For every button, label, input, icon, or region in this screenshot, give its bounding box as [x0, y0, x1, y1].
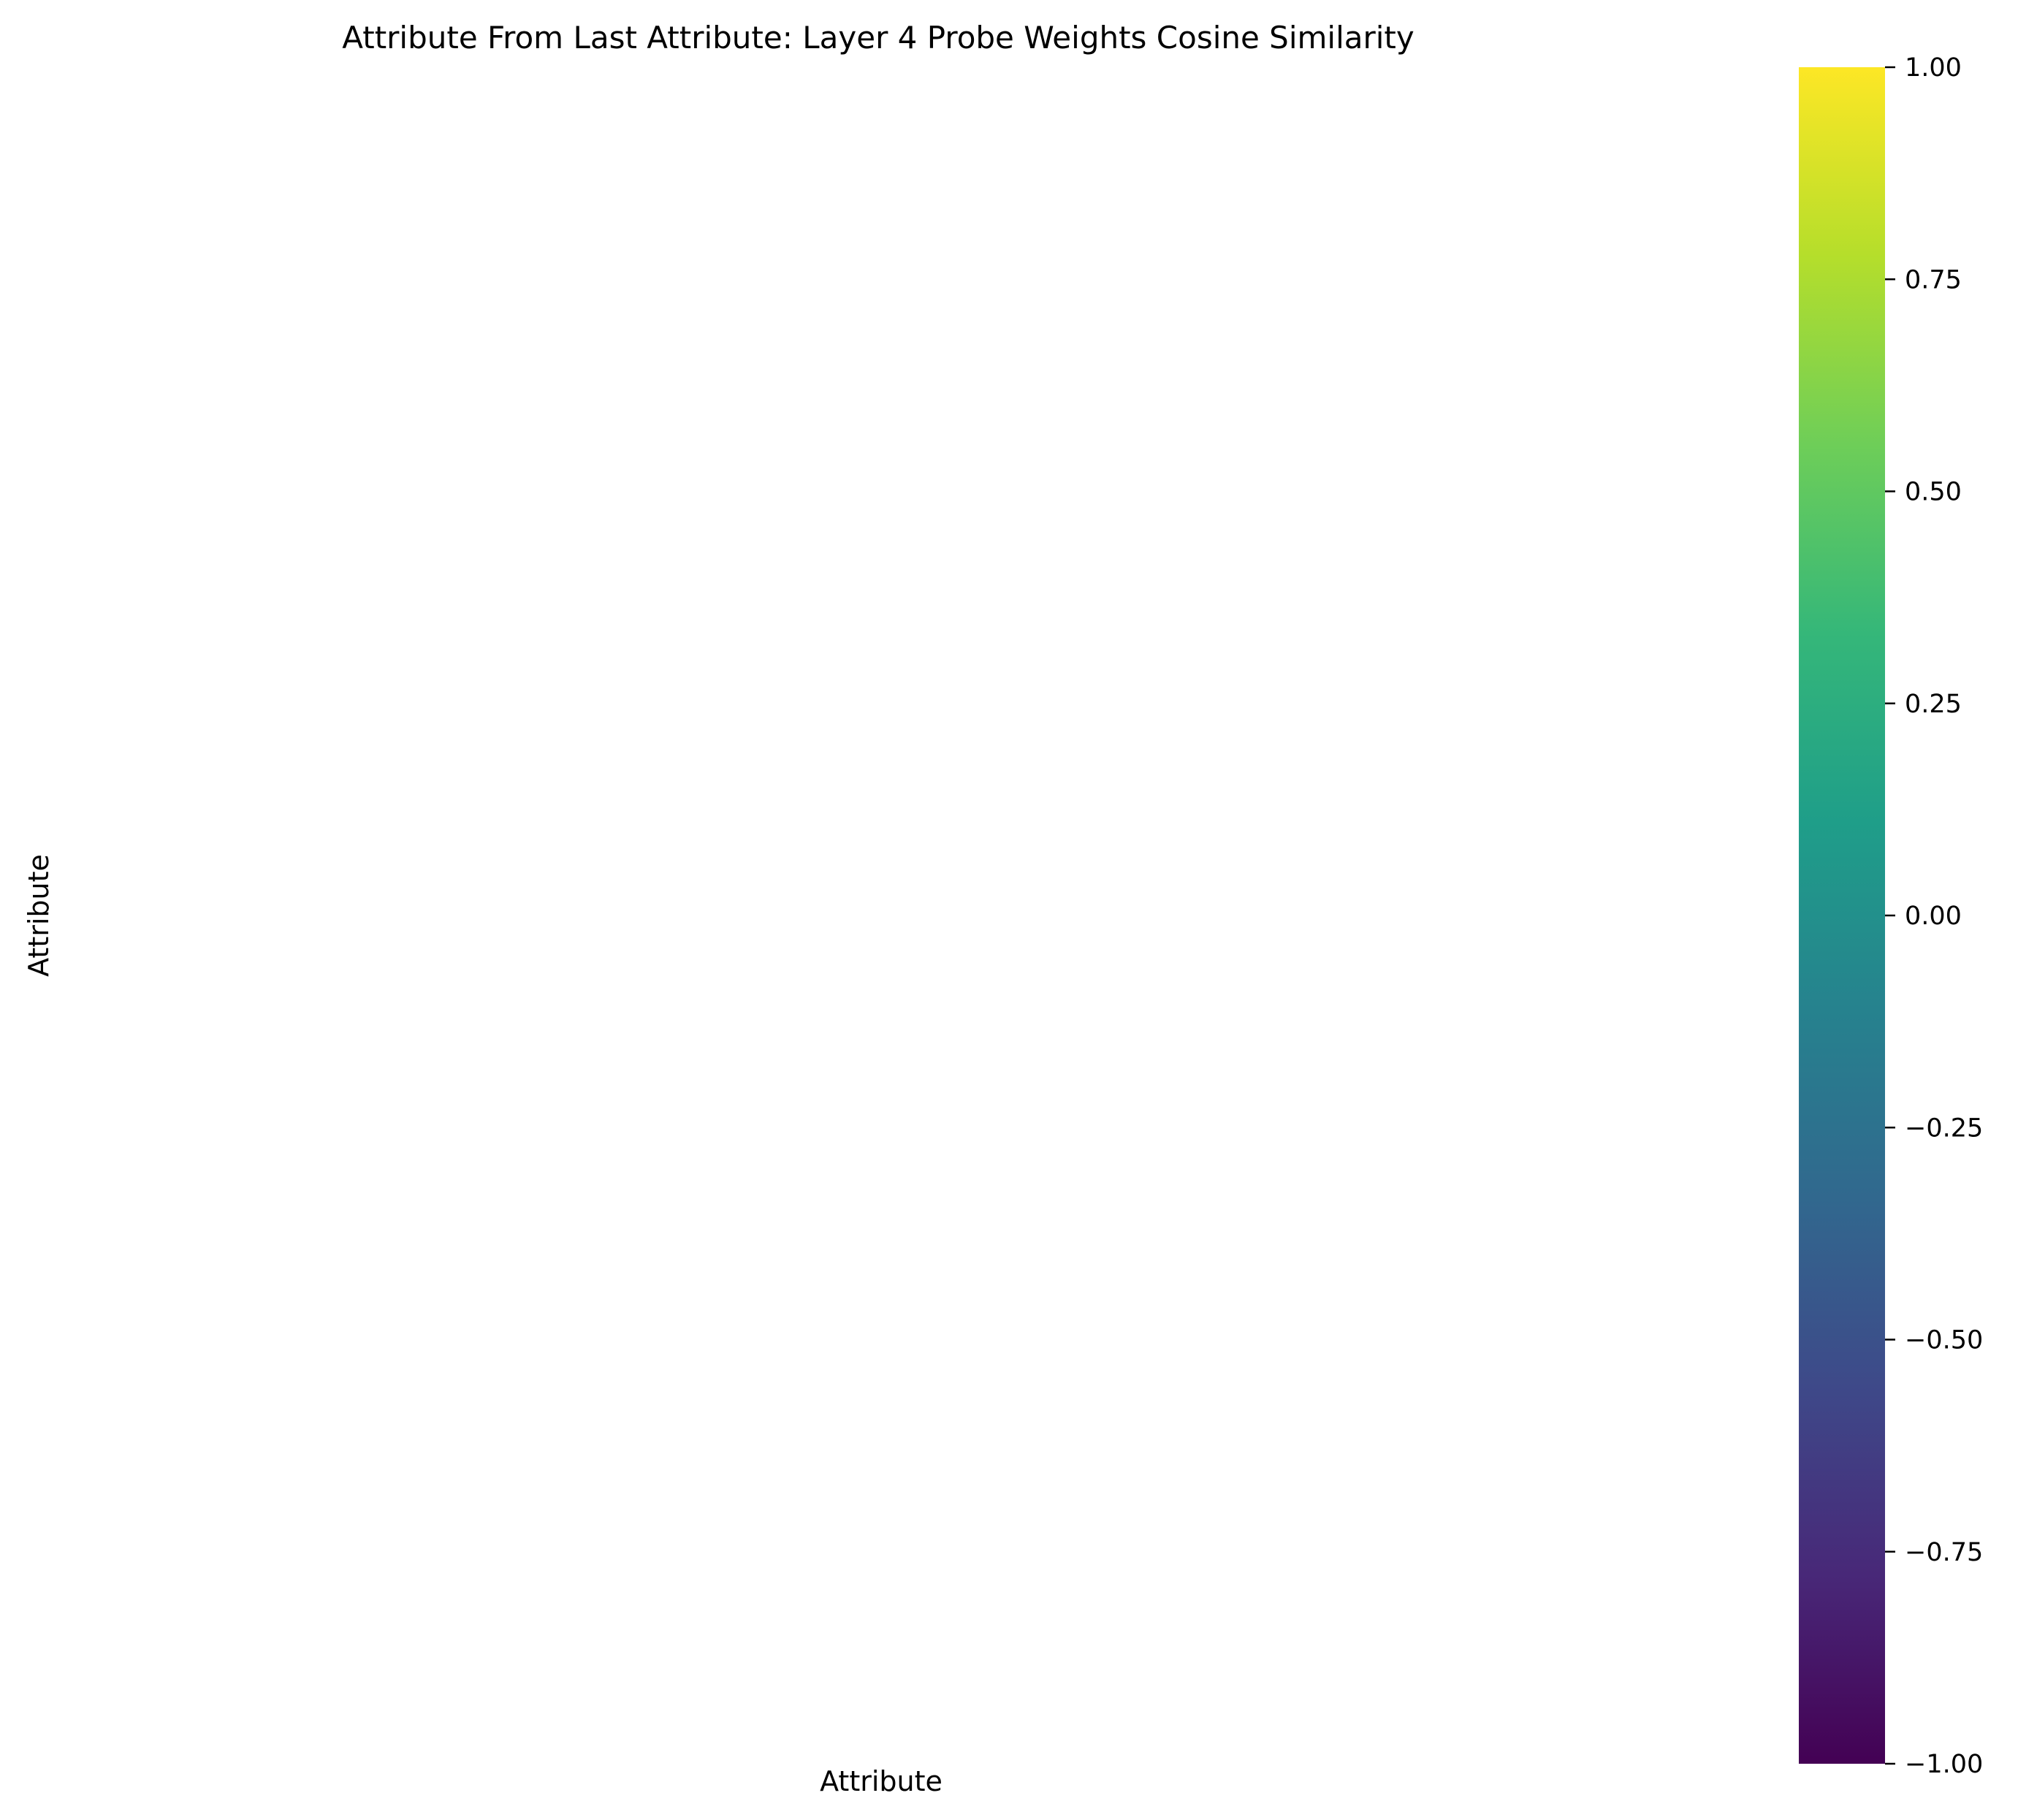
colorbar-tick-label: −0.75	[1905, 1538, 1983, 1567]
colorbar-tick-label: −0.25	[1905, 1113, 1983, 1143]
colorbar-tick-label: 0.50	[1905, 478, 1962, 507]
colorbar-tick-label: 0.00	[1905, 902, 1962, 931]
x-axis-label: Attribute	[820, 1765, 943, 1797]
colorbar-tick-label: −1.00	[1905, 1750, 1983, 1779]
colorbar-ticks: 1.00 0.75 0.50 0.25 0.00 −0.25 −0.50 −0.75 −1.00	[1885, 53, 1983, 1779]
colorbar-tick-label: 1.00	[1905, 53, 1962, 83]
colorbar-tick-label: 0.75	[1905, 265, 1962, 294]
heatmap-area	[245, 67, 1759, 1767]
colorbar-tick-label: −0.50	[1905, 1326, 1983, 1355]
y-axis-label: Attribute	[23, 854, 55, 977]
colorbar-tick-label: 0.25	[1905, 690, 1962, 719]
chart-title: Attribute From Last Attribute: Layer 4 P…	[342, 20, 1414, 56]
colorbar	[1799, 67, 1885, 1764]
